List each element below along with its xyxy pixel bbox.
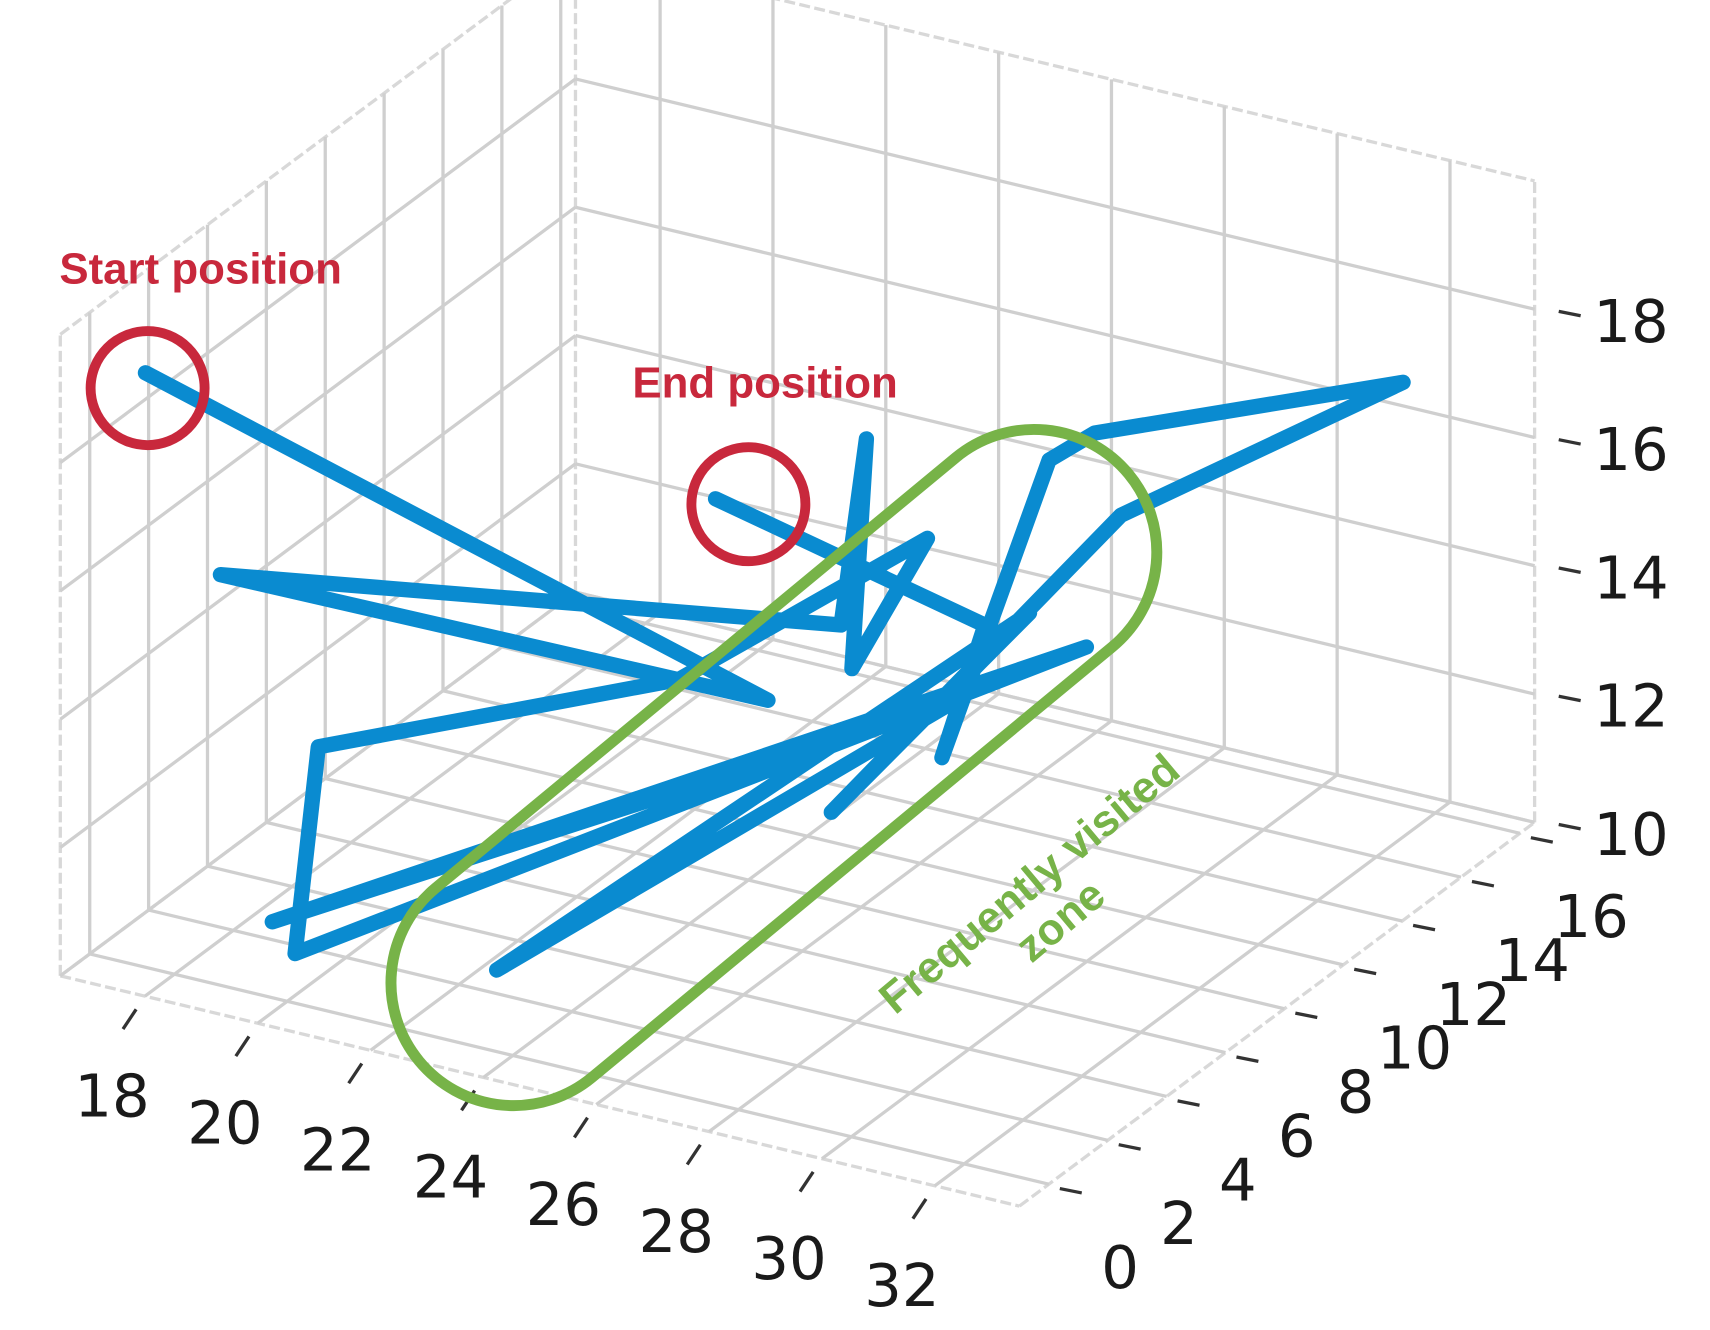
y-tick-label: 0 — [1101, 1233, 1139, 1302]
start-label: Start position — [59, 244, 342, 293]
z-tick-label: 16 — [1593, 415, 1668, 484]
y-tick-label: 14 — [1495, 926, 1570, 995]
z-tick-label: 10 — [1593, 800, 1668, 869]
grid-line — [324, 776, 1285, 1011]
z-tick-label: 14 — [1593, 543, 1668, 612]
tick-mark — [911, 1198, 928, 1220]
x-tick-label: 18 — [74, 1061, 149, 1130]
x-tick-label: 26 — [526, 1170, 601, 1239]
tick-mark — [1236, 1055, 1259, 1063]
tick-mark — [1558, 438, 1581, 446]
tick-mark — [1059, 1186, 1083, 1195]
y-tick-label: 2 — [1160, 1189, 1198, 1258]
grid-line — [560, 601, 1521, 835]
tick-mark — [234, 1035, 251, 1058]
y-tick-label: 6 — [1278, 1101, 1316, 1170]
x-tick-label: 22 — [300, 1116, 375, 1185]
y-tick-label: 12 — [1436, 970, 1511, 1039]
grid-line — [820, 773, 1339, 1161]
grid-line — [59, 77, 577, 465]
pane-edge — [773, 0, 1535, 183]
tick-mark — [121, 1008, 138, 1030]
tick-mark — [1558, 566, 1581, 574]
x-tick-label: 30 — [751, 1224, 826, 1293]
grid-line — [59, 205, 577, 593]
tick-mark — [1412, 923, 1436, 932]
tick-mark — [1530, 836, 1554, 844]
tick-mark — [1558, 694, 1581, 703]
z-tick-label: 12 — [1593, 672, 1668, 741]
tick-mark — [1471, 879, 1495, 888]
grid-line — [207, 864, 1168, 1099]
y-tick-label: 8 — [1337, 1058, 1375, 1127]
start-marker — [85, 326, 210, 451]
tick-mark — [685, 1143, 702, 1166]
x-tick-label: 28 — [639, 1197, 714, 1266]
grid-line — [89, 952, 1050, 1186]
grid-line — [59, 462, 577, 849]
grid-line — [369, 665, 887, 1052]
pane-edge — [59, 974, 1020, 1208]
grid-line — [265, 820, 1226, 1055]
tick-mark — [347, 1062, 364, 1085]
y-tick-label: 16 — [1553, 882, 1628, 951]
tick-mark — [1118, 1143, 1141, 1151]
tick-mark — [1558, 309, 1581, 318]
grid-line — [59, 334, 577, 721]
grid-line — [575, 77, 1535, 311]
tick-mark — [1177, 1099, 1200, 1107]
x-tick-label: 24 — [413, 1143, 488, 1212]
tick-mark — [572, 1116, 589, 1139]
grid-line — [482, 692, 1000, 1079]
end-label: End position — [632, 359, 897, 408]
tick-mark — [1558, 822, 1581, 831]
grid-line — [143, 611, 662, 998]
y-tick-label: 10 — [1377, 1014, 1452, 1083]
end-marker — [686, 442, 811, 567]
tick-mark — [1353, 967, 1377, 976]
y-tick-label: 4 — [1219, 1145, 1257, 1214]
grid-line — [575, 590, 1535, 824]
zone-label-line: Frequently visited — [870, 744, 1189, 1023]
grid-line — [595, 719, 1113, 1106]
zone-outline — [385, 423, 1163, 1112]
x-tick-label: 20 — [187, 1089, 262, 1158]
tick-mark — [798, 1170, 815, 1193]
x-tick-label: 32 — [864, 1251, 939, 1320]
tick-mark — [1295, 1011, 1318, 1020]
grid-line — [256, 638, 774, 1025]
grid-line — [933, 800, 1451, 1188]
grid-line — [708, 746, 1226, 1133]
z-tick-label: 18 — [1593, 287, 1668, 356]
